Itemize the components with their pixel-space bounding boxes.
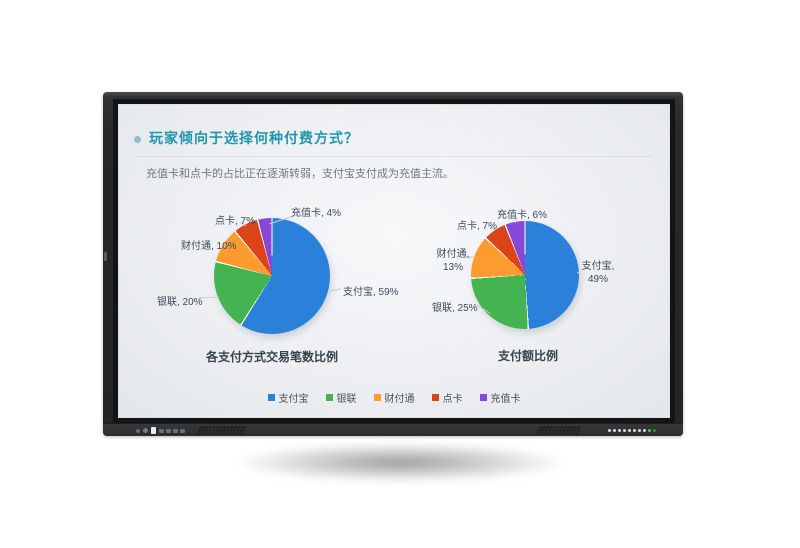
slice-label: 支付宝, 49% xyxy=(578,260,618,286)
slice-label-line: 财付通, xyxy=(436,249,470,260)
pie-chart-transaction-count xyxy=(214,218,330,334)
front-control-bar xyxy=(103,423,683,436)
panel-button xyxy=(643,429,646,432)
chart-title-left: 各支付方式交易笔数比例 xyxy=(205,350,338,364)
panel-button xyxy=(608,429,611,432)
legend-swatch xyxy=(373,394,381,401)
slice-label: 点卡, 7% xyxy=(457,221,498,232)
slide-title: 玩家倾向于选择何种付费方式？ xyxy=(149,130,359,146)
slice-label: 银联, 25% xyxy=(432,303,478,314)
slice-label-line: 13% xyxy=(442,262,463,273)
power-led xyxy=(648,429,651,432)
display-screen: 玩家倾向于选择何种付费方式？ 充值卡和点卡的占比正在逐渐转弱，支付宝支付成为充值… xyxy=(119,105,669,417)
legend-item: 点卡 xyxy=(431,390,463,405)
speaker-grille-left xyxy=(196,426,247,435)
panel-button xyxy=(618,429,621,432)
legend-item: 财付通 xyxy=(373,390,415,405)
legend-swatch xyxy=(479,394,487,401)
slice-label-line: 49% xyxy=(587,274,608,285)
legend-swatch xyxy=(325,394,333,401)
slice-label: 充值卡, 4% xyxy=(291,208,342,219)
dotted-divider xyxy=(136,156,653,157)
front-port xyxy=(173,429,178,433)
slice-label-line: 支付宝, xyxy=(581,261,615,272)
legend-swatch xyxy=(267,394,275,401)
front-port xyxy=(180,429,185,433)
legend-item: 银联 xyxy=(325,390,357,405)
slice-label: 财付通, 13% xyxy=(433,248,473,274)
flat-panel-display: 玩家倾向于选择何种付费方式？ 充值卡和点卡的占比正在逐渐转弱，支付宝支付成为充值… xyxy=(103,92,683,436)
legend-item: 充值卡 xyxy=(479,390,521,405)
legend-item: 支付宝 xyxy=(267,390,309,405)
front-port xyxy=(159,429,164,433)
panel-button xyxy=(633,429,636,432)
usb-port xyxy=(151,427,156,434)
bullet-icon xyxy=(134,136,141,143)
chart-title-right: 支付额比例 xyxy=(497,349,558,363)
drop-shadow xyxy=(168,444,632,502)
slice-label: 充值卡, 6% xyxy=(497,210,548,221)
legend-label: 财付通 xyxy=(384,394,415,405)
legend-label: 充值卡 xyxy=(490,394,521,405)
chart-legend: 支付宝 银联 财付通 点卡 充值卡 xyxy=(119,390,669,405)
panel-button xyxy=(613,429,616,432)
side-power-button xyxy=(104,252,107,261)
status-led xyxy=(653,429,656,432)
ir-sensor-icon xyxy=(136,429,140,433)
legend-swatch xyxy=(431,394,439,401)
front-camera-icon xyxy=(143,428,148,433)
panel-button xyxy=(623,429,626,432)
slice-label: 点卡, 7% xyxy=(215,216,256,227)
slide-subtitle: 充值卡和点卡的占比正在逐渐转弱，支付宝支付成为充值主流。 xyxy=(146,168,454,180)
panel-button xyxy=(628,429,631,432)
panel-button xyxy=(638,429,641,432)
slice-label: 支付宝, 59% xyxy=(343,287,399,298)
front-port xyxy=(166,429,171,433)
slice-label: 银联, 20% xyxy=(157,297,203,308)
legend-label: 点卡 xyxy=(442,394,463,405)
legend-label: 支付宝 xyxy=(278,394,309,405)
speaker-grille-right xyxy=(536,426,582,435)
slice-label: 财付通, 10% xyxy=(181,241,237,252)
legend-label: 银联 xyxy=(336,394,357,405)
pie-chart-payment-amount xyxy=(471,221,579,329)
